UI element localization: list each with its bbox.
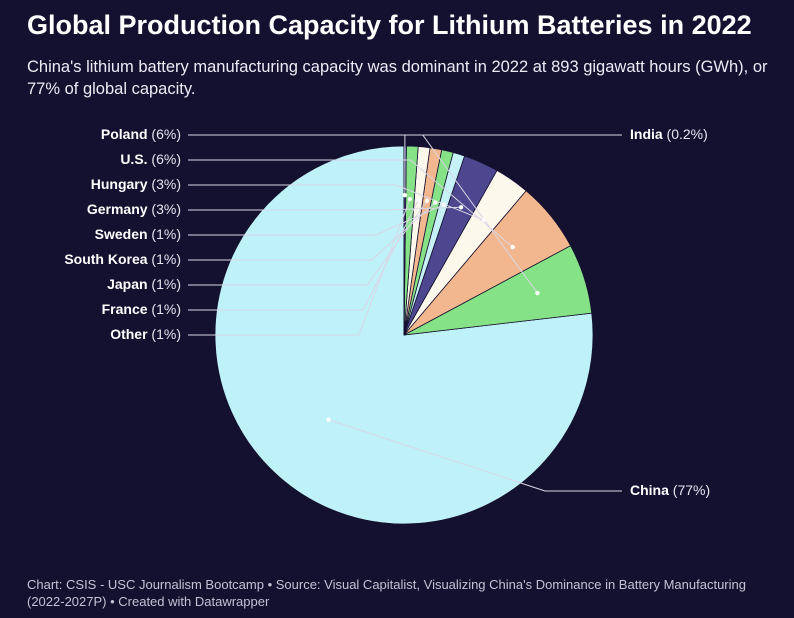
leader-line-hungary [188,184,485,221]
slice-label-u-s: U.S. (6%) [120,151,181,167]
label-anchor-dot-japan [424,198,430,204]
slice-labels: Poland (6%)U.S. (6%)Hungary (3%)Germany … [64,126,710,498]
slice-label-south-korea: South Korea (1%) [64,251,181,267]
slice-label-poland: Poland (6%) [101,126,181,142]
slice-label-name: Other [110,326,148,342]
slice-label-france: France (1%) [102,301,181,317]
leader-line-other [188,198,411,336]
slice-label-japan: Japan (1%) [107,276,181,292]
slice-label-name: U.S. [120,151,147,167]
label-anchor-dot-u-s [510,244,515,250]
slice-label-sweden: Sweden (1%) [95,226,181,242]
slice-label-hungary: Hungary (3%) [91,176,181,192]
label-anchor-dot-india [402,192,408,198]
slice-label-name: France [102,301,148,317]
slice-label-value: (3%) [148,176,181,192]
slice-label-name: Hungary [91,176,148,192]
label-anchor-dot-sweden [441,202,446,207]
label-anchor-dot-poland [535,290,540,296]
slice-label-germany: Germany (3%) [87,201,181,217]
slice-label-value: (77%) [669,482,710,498]
slice-label-india: India (0.2%) [630,126,708,142]
leader-line-china [328,419,622,492]
leader-line-india [404,134,622,196]
label-anchor-dot-other [407,196,413,202]
chart-subtitle: China's lithium battery manufacturing ca… [27,58,768,98]
label-anchor-dot-china [326,417,331,422]
leader-line-south-korea [188,202,436,261]
slice-label-china: China (77%) [630,482,710,498]
label-anchor-dot-hungary [481,218,487,223]
label-anchor-dot-south-korea [433,200,438,205]
slice-label-value: (1%) [148,276,181,292]
chart-title: Global Production Capacity for Lithium B… [27,10,752,40]
slice-label-name: Germany [87,201,148,217]
slice-label-name: Japan [107,276,147,292]
slice-label-value: (1%) [148,326,181,342]
pie-chart: Poland (6%)U.S. (6%)Hungary (3%)Germany … [64,126,710,525]
slice-label-value: (1%) [148,226,181,242]
label-anchor-dot-france [416,197,421,202]
slice-label-name: Poland [101,126,148,142]
slice-label-value: (1%) [148,251,181,267]
slice-label-name: Sweden [95,226,148,242]
slice-label-name: China [630,482,669,498]
label-leader-lines [188,134,622,492]
leader-line-france [188,199,419,311]
slice-label-name: India [630,126,663,142]
slice-label-value: (6%) [148,126,181,142]
slice-label-value: (3%) [148,201,181,217]
slice-label-other: Other (1%) [110,326,181,342]
chart-footer: Chart: CSIS - USC Journalism Bootcamp • … [27,577,746,609]
leader-line-japan [188,200,428,286]
label-anchor-dot-germany [458,205,464,210]
slice-label-name: South Korea [64,251,147,267]
slice-label-value: (6%) [148,151,181,167]
slice-label-value: (0.2%) [663,126,708,142]
slice-label-value: (1%) [148,301,181,317]
